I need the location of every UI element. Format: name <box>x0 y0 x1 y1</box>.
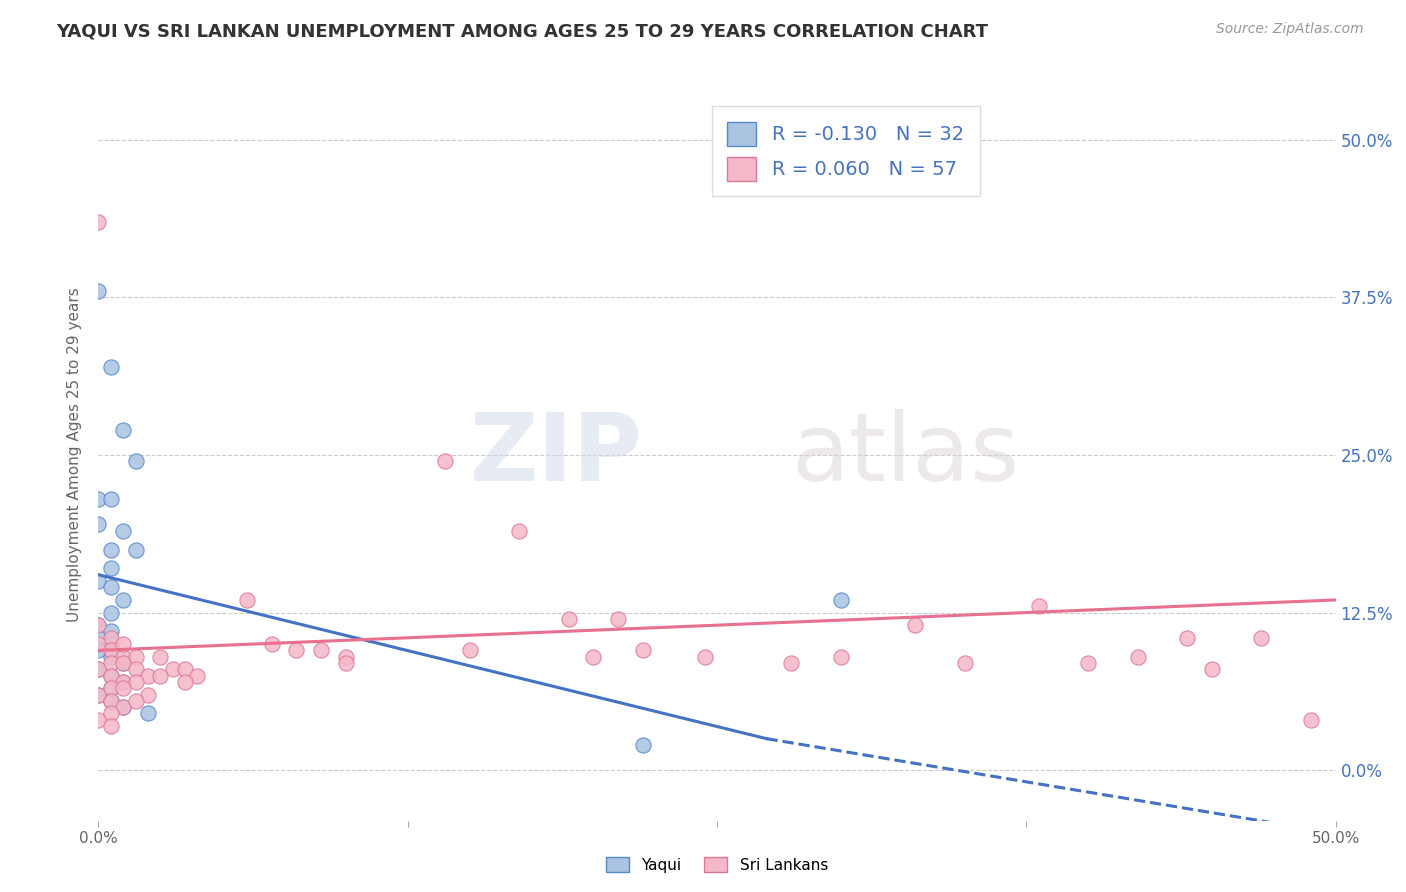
Point <box>335 649 357 664</box>
Point <box>112 700 135 714</box>
Point <box>149 649 172 664</box>
Point <box>100 649 122 664</box>
Point <box>1201 662 1223 676</box>
Point <box>112 656 135 670</box>
Point <box>112 593 135 607</box>
Point <box>100 668 122 682</box>
Point <box>100 606 122 620</box>
Point <box>236 593 259 607</box>
Point <box>87 284 110 298</box>
Point <box>136 688 159 702</box>
Point <box>100 561 122 575</box>
Point <box>87 662 110 676</box>
Point <box>87 688 110 702</box>
Text: ZIP: ZIP <box>470 409 643 501</box>
Point <box>112 674 135 689</box>
Point <box>508 524 530 538</box>
Text: atlas: atlas <box>792 409 1019 501</box>
Point <box>100 580 122 594</box>
Point <box>100 637 122 651</box>
Point <box>1299 713 1322 727</box>
Point <box>433 454 456 468</box>
Point <box>174 662 197 676</box>
Point <box>124 454 146 468</box>
Point <box>124 662 146 676</box>
Point <box>100 719 122 733</box>
Point <box>1126 649 1149 664</box>
Point <box>112 681 135 696</box>
Point <box>100 668 122 682</box>
Point <box>607 612 630 626</box>
Point <box>100 681 122 696</box>
Point <box>87 574 110 588</box>
Point <box>100 359 122 374</box>
Point <box>112 649 135 664</box>
Point <box>87 517 110 532</box>
Point <box>124 649 146 664</box>
Point <box>112 700 135 714</box>
Point <box>174 674 197 689</box>
Point <box>136 706 159 721</box>
Point <box>100 624 122 639</box>
Point <box>87 637 110 651</box>
Point <box>87 688 110 702</box>
Point <box>124 674 146 689</box>
Point <box>100 694 122 708</box>
Point <box>953 656 976 670</box>
Point <box>904 618 927 632</box>
Point <box>87 631 110 645</box>
Point <box>87 618 110 632</box>
Point <box>87 214 110 228</box>
Point <box>112 637 135 651</box>
Point <box>100 656 122 670</box>
Point <box>285 643 308 657</box>
Point <box>112 656 135 670</box>
Point <box>1175 631 1198 645</box>
Point <box>136 668 159 682</box>
Point <box>260 637 283 651</box>
Point <box>112 524 135 538</box>
Point <box>112 674 135 689</box>
Point <box>100 491 122 506</box>
Point <box>830 593 852 607</box>
Point <box>582 649 605 664</box>
Text: Source: ZipAtlas.com: Source: ZipAtlas.com <box>1216 22 1364 37</box>
Point <box>1250 631 1272 645</box>
Point <box>149 668 172 682</box>
Point <box>631 643 654 657</box>
Point <box>631 738 654 752</box>
Point <box>100 694 122 708</box>
Point <box>124 694 146 708</box>
Point <box>87 643 110 657</box>
Point <box>100 706 122 721</box>
Point <box>830 649 852 664</box>
Point <box>87 662 110 676</box>
Point <box>780 656 803 670</box>
Point <box>557 612 579 626</box>
Text: YAQUI VS SRI LANKAN UNEMPLOYMENT AMONG AGES 25 TO 29 YEARS CORRELATION CHART: YAQUI VS SRI LANKAN UNEMPLOYMENT AMONG A… <box>56 22 988 40</box>
Point <box>1077 656 1099 670</box>
Point <box>693 649 716 664</box>
Point <box>162 662 184 676</box>
Point <box>309 643 332 657</box>
Point <box>87 618 110 632</box>
Point <box>100 542 122 557</box>
Point <box>100 643 122 657</box>
Point <box>335 656 357 670</box>
Point <box>1028 599 1050 614</box>
Point <box>87 713 110 727</box>
Y-axis label: Unemployment Among Ages 25 to 29 years: Unemployment Among Ages 25 to 29 years <box>66 287 82 623</box>
Point <box>100 681 122 696</box>
Point <box>100 631 122 645</box>
Point <box>458 643 481 657</box>
Point <box>87 491 110 506</box>
Point <box>124 542 146 557</box>
Legend: Yaqui, Sri Lankans: Yaqui, Sri Lankans <box>600 851 834 879</box>
Point <box>112 423 135 437</box>
Point <box>186 668 208 682</box>
